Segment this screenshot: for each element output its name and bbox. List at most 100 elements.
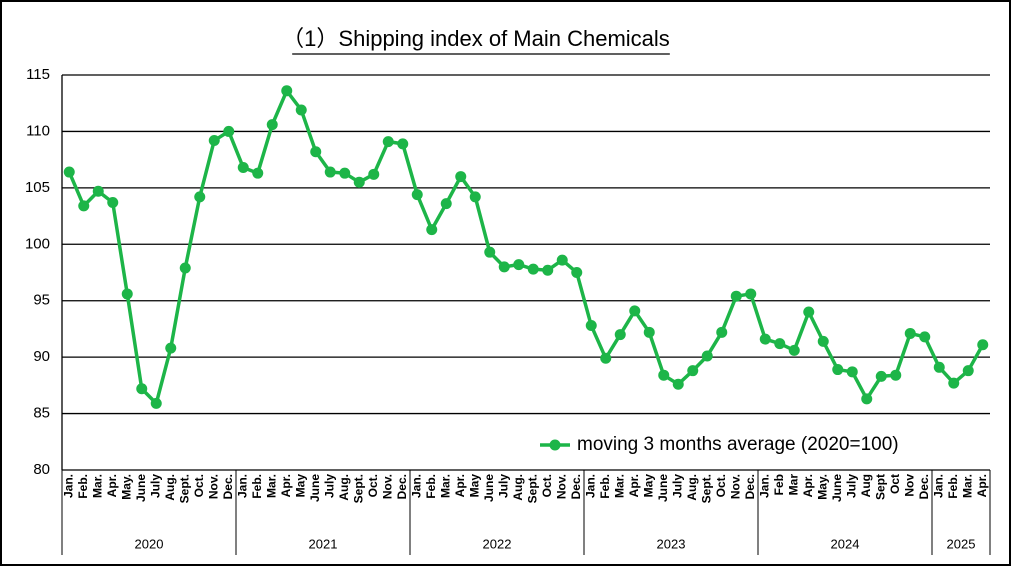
point [107, 197, 119, 209]
x-tick-label: Jan. [931, 474, 945, 498]
point [774, 338, 786, 350]
point [498, 261, 510, 273]
point [977, 339, 989, 351]
x-tick-label: Feb. [598, 474, 612, 499]
point [904, 327, 916, 339]
legend-label: moving 3 months average (2020=100) [577, 434, 899, 455]
point [78, 200, 90, 212]
point [527, 263, 539, 275]
x-tick-label: Nov. [728, 474, 742, 499]
point [150, 397, 162, 409]
x-tick-label: Nov. [554, 474, 568, 499]
x-tick-label: Mar. [612, 474, 626, 498]
x-tick-label: Apr. [105, 474, 119, 497]
x-tick-label: May. [815, 474, 829, 500]
x-tick-label: May [641, 474, 655, 498]
y-tick-label: 100 [25, 235, 50, 252]
point [687, 365, 699, 377]
x-tick-label: Apr. [453, 474, 467, 497]
x-tick-label: Nov [902, 474, 916, 497]
x-tick-label: Feb. [250, 474, 264, 499]
x-tick-label: July [844, 474, 858, 498]
point [324, 166, 336, 178]
x-tick-label: July [322, 474, 336, 498]
x-tick-label: Feb. [76, 474, 90, 499]
point [368, 168, 380, 180]
x-tick-label: Apr. [279, 474, 293, 497]
year-label: 2024 [831, 536, 860, 551]
point [194, 191, 206, 203]
x-tick-label: Mar. [264, 474, 278, 498]
x-tick-label: Oct. [540, 474, 554, 497]
point [962, 365, 974, 377]
x-tick-label: Mar. [960, 474, 974, 498]
point [919, 331, 931, 343]
point [266, 119, 278, 131]
x-tick-label: Dec. [917, 474, 931, 499]
x-tick-label: July [148, 474, 162, 498]
x-tick-label: June [656, 474, 670, 502]
point [730, 290, 742, 302]
x-tick-label: Oct. [714, 474, 728, 497]
point [136, 383, 148, 395]
x-tick-label: Oct [888, 474, 902, 494]
chart-title: （1）Shipping index of Main Chemicals [282, 26, 670, 51]
year-label: 2021 [309, 536, 338, 551]
point [817, 335, 829, 347]
x-tick-label: Dec. [221, 474, 235, 499]
point [455, 171, 467, 183]
x-tick-label: Dec. [569, 474, 583, 499]
x-tick-label: Mar. [90, 474, 104, 498]
point [165, 342, 177, 354]
point [614, 329, 626, 341]
x-tick-label: May [467, 474, 481, 498]
x-tick-label: Oct. [366, 474, 380, 497]
y-tick-label: 80 [33, 461, 50, 478]
point [237, 162, 249, 174]
point [890, 369, 902, 381]
point [658, 369, 670, 381]
x-tick-label: Sept. [351, 474, 365, 503]
point [440, 198, 452, 210]
x-tick-label: May. [119, 474, 133, 500]
point [948, 377, 960, 389]
x-tick-label: June [830, 474, 844, 502]
point [643, 326, 655, 338]
x-tick-label: Aug. [685, 474, 699, 501]
point [484, 246, 496, 258]
x-tick-label: Aug. [337, 474, 351, 501]
point [571, 267, 583, 278]
year-label: 2023 [657, 536, 686, 551]
x-tick-label: Nov. [380, 474, 394, 499]
x-tick-label: Dec. [743, 474, 757, 499]
x-tick-label: Feb. [946, 474, 960, 499]
x-tick-label: Aug [859, 474, 873, 497]
x-tick-label: Nov. [206, 474, 220, 499]
x-tick-label: Sept. [699, 474, 713, 503]
x-tick-label: July [670, 474, 684, 498]
point [426, 224, 438, 236]
point [310, 146, 322, 158]
point [556, 254, 568, 266]
point [875, 370, 887, 382]
point [469, 191, 481, 203]
point [600, 352, 612, 364]
legend-marker [549, 439, 561, 451]
y-tick-label: 105 [25, 179, 50, 196]
y-tick-label: 90 [33, 348, 50, 365]
x-tick-label: June [482, 474, 496, 502]
x-tick-label: Jan. [757, 474, 771, 498]
point [121, 288, 133, 300]
point [745, 288, 757, 300]
point [397, 138, 409, 150]
point [179, 262, 191, 274]
point [629, 305, 641, 317]
x-tick-label: Apr. [801, 474, 815, 497]
x-tick-label: July [496, 474, 510, 498]
point [832, 364, 844, 376]
y-tick-label: 110 [26, 122, 50, 139]
point [92, 185, 104, 197]
point [759, 333, 771, 345]
point [339, 167, 351, 179]
